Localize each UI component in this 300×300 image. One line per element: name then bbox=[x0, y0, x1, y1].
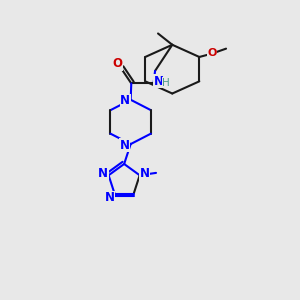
Text: O: O bbox=[112, 57, 122, 70]
Text: N: N bbox=[120, 94, 130, 107]
Text: N: N bbox=[98, 167, 108, 180]
Text: H: H bbox=[162, 78, 170, 88]
Text: O: O bbox=[207, 48, 217, 58]
Text: N: N bbox=[140, 167, 149, 180]
Text: N: N bbox=[154, 74, 164, 88]
Text: N: N bbox=[105, 191, 115, 204]
Text: N: N bbox=[120, 139, 130, 152]
